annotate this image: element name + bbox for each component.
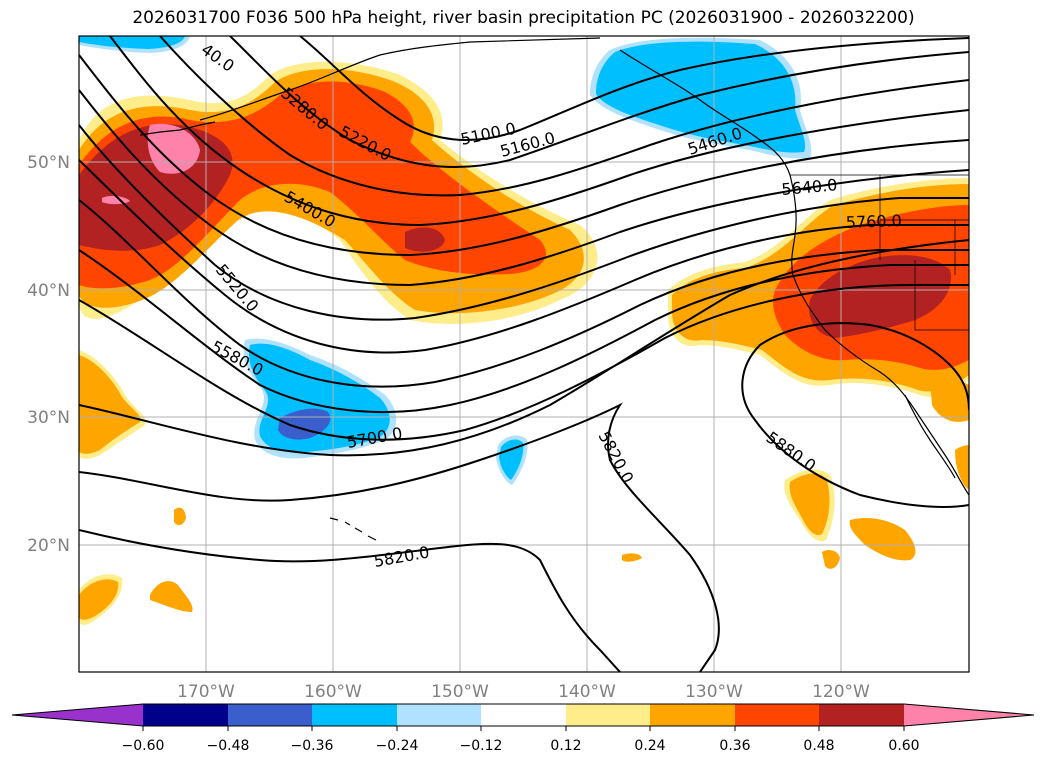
coastline-aleutians	[139, 121, 216, 136]
precipitation-fill-layer	[79, 36, 969, 625]
coastline-baja	[904, 394, 956, 479]
colorbar-tick-label: −0.12	[460, 738, 503, 754]
colorbar-tick-label: 0.24	[634, 738, 665, 754]
lat-label-30n: 30°N	[27, 408, 70, 428]
colorbar-ticks	[142, 726, 905, 731]
contour-5880	[741, 322, 969, 508]
map-frame	[78, 35, 970, 673]
colorbar-segment	[650, 704, 735, 726]
colorbar: −0.60 −0.48 −0.36 −0.24 −0.12 0.12 0.24 …	[11, 703, 1035, 754]
colorbar-tick-label: −0.60	[122, 738, 165, 754]
lon-label-130w: 130°W	[685, 682, 743, 702]
lon-label-140w: 140°W	[558, 682, 616, 702]
positive-anomaly-orange-west1	[79, 355, 141, 454]
positive-anomaly-orange-e2	[849, 518, 916, 561]
colorbar-tick-label: −0.48	[207, 738, 250, 754]
positive-anomaly-orange-e1	[789, 473, 830, 536]
positive-anomaly-orange-e4	[930, 377, 969, 422]
colorbar-segment	[735, 704, 819, 726]
contour-5340	[79, 54, 969, 257]
colorbar-segment	[819, 704, 904, 726]
colorbar-tick-label: 0.60	[888, 738, 919, 754]
colorbar-segment	[481, 704, 566, 726]
negative-anomaly-skyblue-alaska	[596, 41, 806, 153]
contour-5580	[79, 199, 969, 388]
negative-anomaly-skyblue-small	[499, 439, 524, 480]
contour-5820-a	[79, 402, 720, 672]
positive-anomaly-darkred-westcoast	[809, 255, 951, 338]
lon-label-120w: 120°W	[812, 682, 870, 702]
contour-5640	[79, 249, 969, 414]
latitude-labels: 50°N 40°N 30°N 20°N	[27, 153, 70, 556]
colorbar-min-extend	[12, 704, 143, 726]
height-contours	[79, 36, 969, 672]
contour-5760	[79, 239, 969, 457]
colorbar-tick-label: 0.36	[719, 738, 750, 754]
contour-5400	[79, 89, 969, 287]
colorbar-tick-label: 0.48	[803, 738, 834, 754]
positive-anomaly-orange-e3	[822, 550, 840, 569]
contour-5280	[109, 36, 969, 227]
colorbar-segment	[566, 704, 650, 726]
lon-label-160w: 160°W	[304, 682, 362, 702]
coastline-bc	[619, 49, 791, 176]
map-title: 2026031700 F036 500 hPa height, river ba…	[132, 8, 915, 28]
contour-5460	[79, 124, 969, 321]
lat-label-40n: 40°N	[27, 281, 70, 301]
positive-anomaly-orange-sw2	[150, 581, 193, 612]
colorbar-segment	[397, 704, 481, 726]
negative-anomaly-skyblue-nw	[79, 36, 185, 49]
positive-anomaly-orange-sw	[79, 579, 119, 620]
colorbar-segment	[312, 704, 397, 726]
coastlines	[139, 37, 969, 541]
positive-anomaly-pink-north	[147, 123, 200, 174]
contour-5220	[159, 36, 969, 197]
contour-label: 5640.0	[781, 175, 838, 199]
contour-5820-b	[79, 529, 621, 672]
lon-label-150w: 150°W	[431, 682, 489, 702]
colorbar-tick-label: −0.36	[291, 738, 334, 754]
contour-5100	[299, 36, 969, 141]
positive-anomaly-orange-sw4	[622, 553, 642, 562]
lat-label-20n: 20°N	[27, 536, 70, 556]
positive-anomaly-orange-sw3	[174, 507, 186, 526]
contour-5700	[79, 284, 969, 441]
positive-anomaly-orange-e5	[955, 445, 969, 490]
longitude-labels: 170°W 160°W 150°W 140°W 130°W 120°W	[177, 682, 870, 702]
contour-label: 5760.0	[845, 211, 902, 232]
lon-label-170w: 170°W	[177, 682, 235, 702]
coastline-hawaii	[329, 517, 377, 541]
colorbar-segment	[228, 704, 312, 726]
lat-label-50n: 50°N	[27, 153, 70, 173]
border-states	[879, 175, 969, 331]
colorbar-tick-label: 0.12	[550, 738, 581, 754]
contour-5520	[79, 159, 969, 354]
positive-anomaly-darkred-north-2	[405, 227, 445, 252]
colorbar-segment	[143, 704, 228, 726]
colorbar-tick-label: −0.24	[376, 738, 419, 754]
colorbar-max-extend	[904, 704, 1034, 726]
coastline-westcoast	[789, 174, 969, 496]
contour-5160	[229, 36, 969, 169]
